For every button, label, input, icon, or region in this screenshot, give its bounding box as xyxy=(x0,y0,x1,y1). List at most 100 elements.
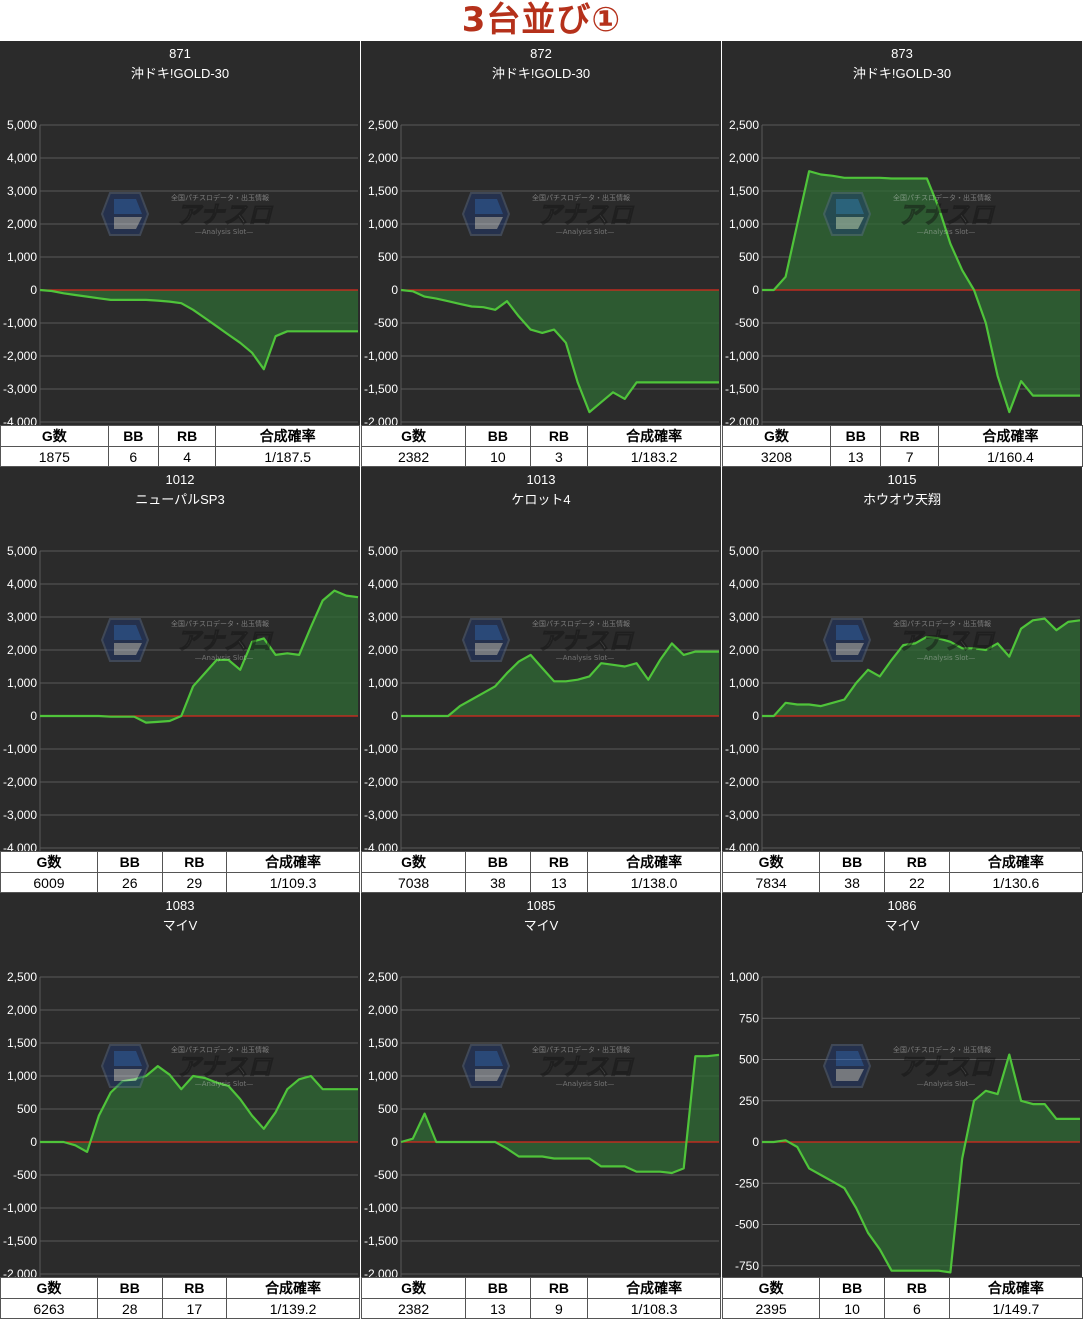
y-tick-label: -750 xyxy=(735,1259,759,1273)
machine-panel: 1,0007505002500-250-500-750-1,000全国パチスロデ… xyxy=(721,893,1083,1319)
header-bb: BB xyxy=(465,1277,531,1299)
y-tick-label: 1,000 xyxy=(7,250,37,264)
y-tick-label: -3,000 xyxy=(364,808,398,822)
y-tick-label: 4,000 xyxy=(7,577,37,591)
slot-logo-icon xyxy=(461,1044,511,1088)
stats-table: G数 BB RB 合成確率 3208 13 7 1/160.4 xyxy=(722,425,1083,467)
table-row: 7834 38 22 1/130.6 xyxy=(721,872,1083,893)
header-rate: 合成確率 xyxy=(587,425,721,447)
y-tick-label: 1,000 xyxy=(7,1069,37,1083)
y-tick-label: 750 xyxy=(739,1011,759,1025)
bb-value: 13 xyxy=(829,446,882,467)
series-area xyxy=(401,643,719,716)
games-value: 2395 xyxy=(721,1298,821,1319)
machine-number: 1083 xyxy=(165,898,195,913)
watermark-brand: アナスロ xyxy=(537,627,635,655)
bb-value: 10 xyxy=(465,446,531,467)
stats-table: G数 BB RB 合成確率 2382 13 9 1/108.3 xyxy=(360,1277,721,1319)
series-line xyxy=(401,642,719,718)
watermark-tagline: 全国パチスロデータ・出玉情報 xyxy=(171,193,269,202)
table-row: 2382 10 3 1/183.2 xyxy=(360,446,721,467)
watermark-tagline: 全国パチスロデータ・出玉情報 xyxy=(532,193,630,202)
series-line xyxy=(762,617,1081,718)
series-line xyxy=(39,288,358,371)
watermark-tagline: 全国パチスロデータ・出玉情報 xyxy=(171,1045,269,1054)
y-tick-label: -2,000 xyxy=(3,775,37,789)
watermark-sub: —Analysis Slot— xyxy=(556,654,614,662)
slot-logo-icon xyxy=(100,192,150,236)
machine-name: ホウオウ天翔 xyxy=(862,492,941,507)
y-tick-label: 1,000 xyxy=(729,217,759,231)
y-tick-label: 0 xyxy=(752,283,759,297)
bb-value: 13 xyxy=(465,1298,531,1319)
rate-value: 1/187.5 xyxy=(215,446,360,467)
header-rate: 合成確率 xyxy=(587,1277,721,1299)
y-tick-label: -1,000 xyxy=(364,1201,398,1215)
watermark-brand: アナスロ xyxy=(537,201,635,229)
series-line xyxy=(40,1065,358,1153)
machine-name: 沖ドキ!GOLD-30 xyxy=(852,66,952,81)
y-tick-label: 500 xyxy=(378,1102,398,1116)
y-tick-label: -500 xyxy=(374,316,398,330)
rb-value: 6 xyxy=(883,1298,950,1319)
y-tick-label: 500 xyxy=(378,250,398,264)
y-tick-label: 2,000 xyxy=(368,1003,398,1017)
watermark-sub: —Analysis Slot— xyxy=(556,228,614,236)
machine-name: マイV xyxy=(523,918,559,933)
header-games: G数 xyxy=(722,425,831,447)
rate-value: 1/138.0 xyxy=(587,872,721,893)
machine-panel: 5,000 4,000 3,000 2,000 1,000 0 -1,000 -2,000 -3… xyxy=(360,467,722,893)
y-tick-label: -1,500 xyxy=(3,1234,37,1248)
machine-number: 1012 xyxy=(165,472,195,487)
y-tick-label: -4,000 xyxy=(3,841,37,851)
machine-chart: 2,500 2,000 1,500 1,000 500 0 -500 -1,000 -1,500… xyxy=(364,118,719,425)
y-tick-label: -3,000 xyxy=(3,808,37,822)
series-line xyxy=(400,288,719,414)
games-value: 2382 xyxy=(360,1298,467,1319)
y-tick-label: -2,000 xyxy=(364,1267,398,1277)
watermark-brand: アナスロ xyxy=(176,1053,274,1081)
stats-table: G数 BB RB 合成確率 7834 38 22 1/130.6 xyxy=(721,851,1083,893)
slot-logo-icon xyxy=(822,1044,872,1088)
stats-table: G数 BB RB 合成確率 2382 10 3 1/183.2 xyxy=(360,425,721,467)
table-row: 2395 10 6 1/149.7 xyxy=(721,1298,1083,1319)
watermark-tagline: 全国パチスロデータ・出玉情報 xyxy=(532,619,630,628)
rb-value: 29 xyxy=(161,872,228,893)
rate-value: 1/108.3 xyxy=(587,1298,721,1319)
y-tick-label: 0 xyxy=(30,709,37,723)
series-area xyxy=(762,618,1080,716)
watermark-brand: アナスロ xyxy=(537,1053,635,1081)
series-area xyxy=(401,1054,719,1173)
machine-panel: 2,500 2,000 1,500 1,000 500 0 -500 -1,000 -1,500… xyxy=(360,893,722,1319)
games-value: 1875 xyxy=(0,446,109,467)
header-bb: BB xyxy=(819,1277,885,1299)
y-tick-label: 2,500 xyxy=(368,118,398,132)
machine-panel: 2,500 2,000 1,500 1,000 500 0 -500 -1,000 -1,500… xyxy=(360,41,722,467)
y-tick-label: 5,000 xyxy=(7,118,37,132)
watermark-sub: —Analysis Slot— xyxy=(917,654,975,662)
machine-panel: 5,000 4,000 3,000 2,000 1,000 0 -1,000 -2,000 -3… xyxy=(0,467,361,893)
y-tick-label: 0 xyxy=(391,1135,398,1149)
games-value: 6263 xyxy=(0,1298,98,1319)
stats-table: G数 BB RB 合成確率 2395 10 6 1/149.7 xyxy=(721,1277,1083,1319)
machine-name: マイV xyxy=(884,918,920,933)
header-games: G数 xyxy=(0,851,98,873)
bb-value: 6 xyxy=(107,446,159,467)
machine-name: ケロット4 xyxy=(511,492,571,507)
machine-chart: 5,000 4,000 3,000 2,000 1,000 0 -1,000 -2,000 -3… xyxy=(364,544,719,851)
header-bb: BB xyxy=(96,851,163,873)
y-tick-label: 3,000 xyxy=(7,610,37,624)
y-tick-label: 5,000 xyxy=(729,544,759,558)
rb-value: 22 xyxy=(883,872,950,893)
series-area xyxy=(401,290,719,413)
bb-value: 10 xyxy=(819,1298,885,1319)
machine-chart: 5,000 4,000 3,000 2,000 1,000 0 -1,000 -2,000 -3… xyxy=(3,544,359,851)
rb-value: 9 xyxy=(529,1298,589,1319)
series-line xyxy=(400,1053,720,1175)
y-tick-label: 0 xyxy=(391,283,398,297)
